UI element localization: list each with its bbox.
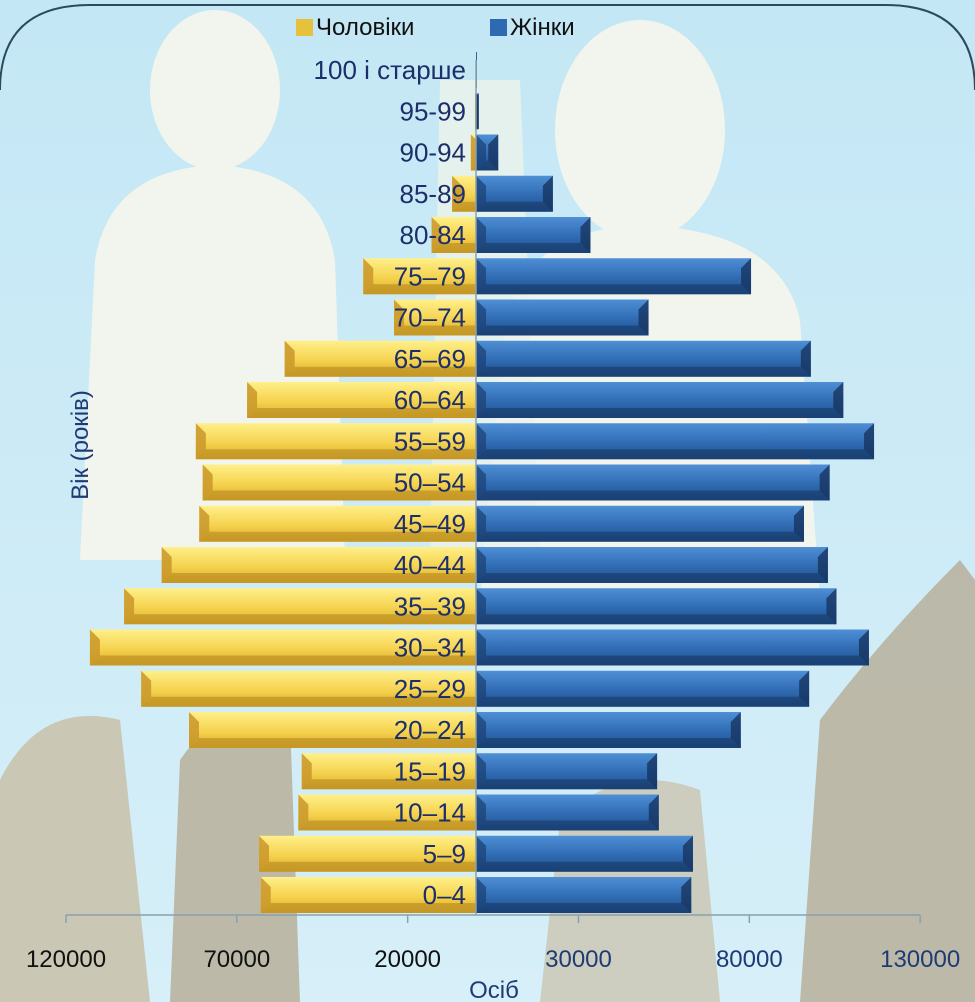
category-labels: 0–4 5–9 10–14 15–19 20–24 25–29 30–34 35–39 40–4…	[314, 55, 466, 910]
bar-male-2	[298, 794, 476, 831]
category-label-0: 0–4	[423, 880, 466, 910]
bar-female-14	[476, 299, 649, 336]
y-axis-title: Вік (років)	[67, 390, 94, 500]
bar-female-2	[476, 794, 659, 831]
bar-male-4	[189, 712, 476, 748]
bar-male-1	[259, 835, 476, 872]
bar-female-16	[476, 217, 591, 253]
legend-swatch-female	[490, 19, 507, 36]
bar-male-6	[89, 629, 477, 666]
category-label-10: 50–54	[394, 468, 466, 498]
x-tick-label-0: 120000	[26, 946, 106, 973]
bar-male-15	[363, 258, 476, 295]
bar-female-1	[476, 835, 693, 872]
bar-female-10	[476, 464, 830, 501]
category-label-15: 75–79	[394, 261, 466, 291]
bar-male-3	[301, 753, 476, 790]
bars	[89, 52, 875, 913]
bar-female-15	[476, 258, 752, 295]
frame-border	[0, 4, 975, 91]
bar-female-0	[476, 877, 692, 913]
bar-female-3	[476, 753, 658, 790]
legend-label-male: Чоловіки	[316, 14, 414, 41]
category-label-19: 95-99	[400, 96, 467, 126]
bar-male-18	[470, 134, 476, 171]
legend-label-female: Жінки	[510, 14, 575, 41]
category-label-2: 10–14	[394, 798, 466, 828]
bar-male-17	[452, 175, 476, 212]
x-tick-label-5: 130000	[880, 946, 960, 973]
bar-male-7	[124, 588, 476, 625]
bar-female-12	[476, 382, 844, 418]
x-tick-label-2: 20000	[374, 946, 441, 973]
bar-male-0	[260, 877, 476, 913]
category-label-20: 100 і старше	[314, 55, 466, 85]
category-label-16: 80-84	[400, 220, 467, 250]
category-label-18: 90-94	[400, 138, 467, 168]
x-tick-label-4: 80000	[716, 946, 783, 973]
category-label-3: 15–19	[394, 756, 466, 786]
bar-female-4	[476, 712, 741, 748]
category-label-17: 85-89	[400, 179, 467, 209]
bar-male-11	[195, 423, 477, 460]
category-label-14: 70–74	[394, 303, 466, 333]
bar-male-12	[247, 382, 476, 418]
category-label-4: 20–24	[394, 715, 466, 745]
bar-female-8	[476, 547, 828, 583]
legend-swatch-male	[296, 19, 313, 36]
bar-male-13	[284, 340, 476, 377]
category-label-8: 40–44	[394, 550, 466, 580]
bar-male-9	[199, 505, 476, 542]
bar-female-17	[476, 175, 553, 212]
category-label-12: 60–64	[394, 385, 466, 415]
bar-female-5	[476, 670, 810, 707]
bar-male-14	[394, 299, 476, 336]
category-label-5: 25–29	[394, 674, 466, 704]
category-label-9: 45–49	[394, 509, 466, 539]
legend: Чоловіки Жінки	[296, 14, 575, 41]
bar-male-5	[141, 670, 476, 707]
category-label-7: 35–39	[394, 591, 466, 621]
category-label-6: 30–34	[394, 633, 466, 663]
bar-male-16	[431, 217, 476, 253]
x-tick-label-3: 30000	[545, 946, 612, 973]
bar-male-8	[161, 547, 476, 583]
category-label-13: 65–69	[394, 344, 466, 374]
bar-female-11	[476, 423, 875, 460]
category-label-11: 55–59	[394, 426, 466, 456]
bar-male-10	[202, 464, 476, 501]
bar-female-13	[476, 340, 811, 377]
x-axis-title: Осіб	[469, 977, 519, 1002]
bar-female-18	[476, 134, 499, 171]
x-tick-labels: 120000 70000 20000 30000 80000 130000	[26, 915, 960, 973]
bar-female-6	[476, 629, 869, 666]
x-tick-label-1: 70000	[203, 946, 270, 973]
category-label-1: 5–9	[423, 839, 466, 869]
bar-female-9	[476, 505, 804, 542]
bar-female-7	[476, 588, 837, 625]
